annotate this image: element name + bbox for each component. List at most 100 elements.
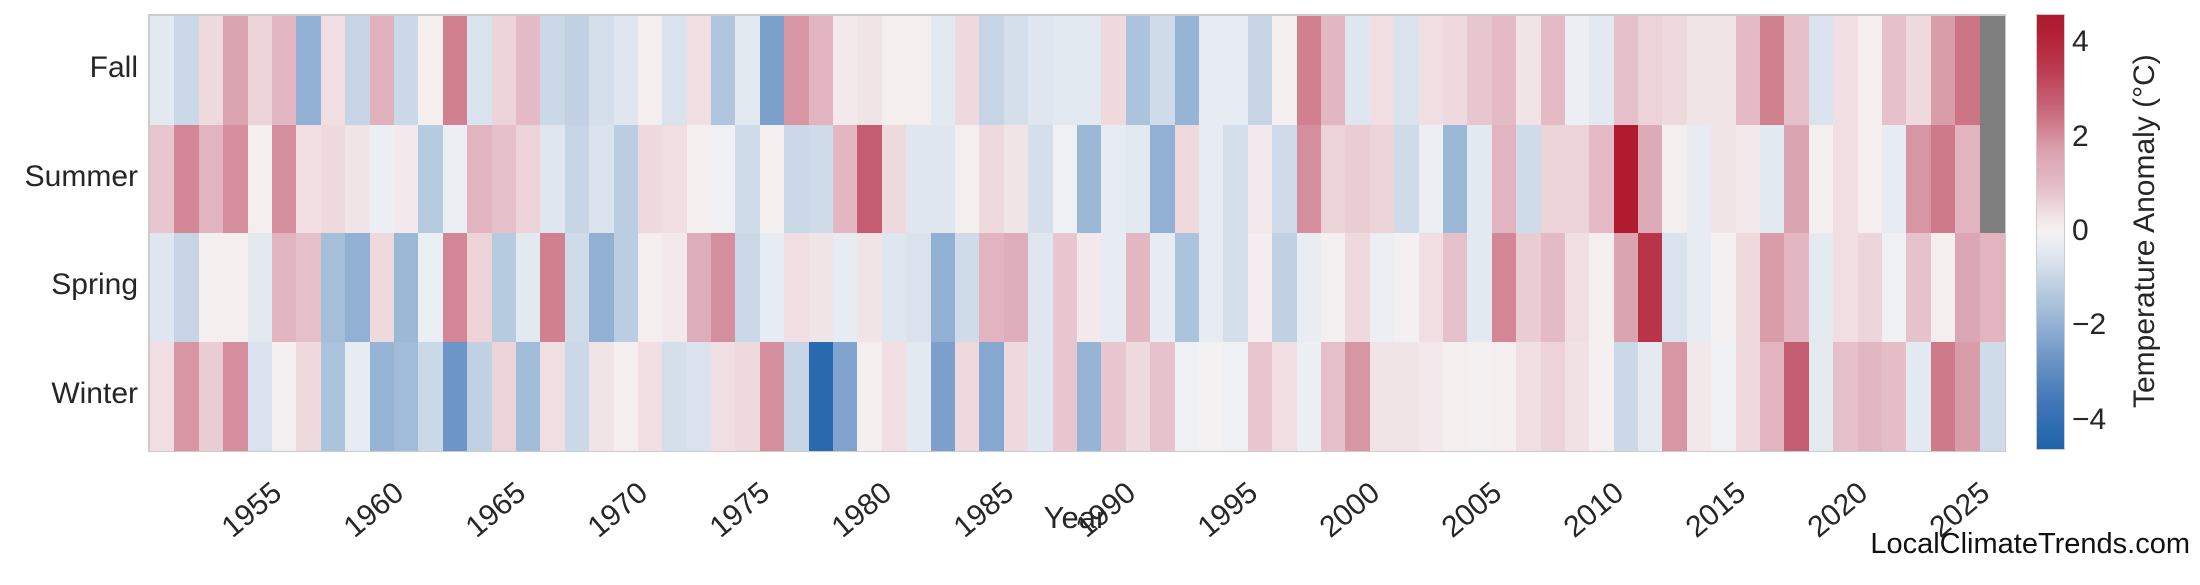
heatmap-cell [174, 16, 200, 126]
colorbar-tick-label: 4 [2072, 25, 2089, 59]
heatmap-cell [564, 341, 590, 451]
heatmap-cell [662, 341, 688, 451]
heatmap-cell [1955, 233, 1981, 343]
heatmap-cell [198, 16, 224, 126]
heatmap-cell [955, 16, 980, 126]
heatmap-cell [1467, 124, 1493, 234]
heatmap-cell [1077, 124, 1102, 234]
heatmap-cell [1564, 233, 1590, 343]
heatmap-cell [686, 124, 712, 234]
heatmap-cell [515, 341, 541, 451]
heatmap-cell [223, 124, 249, 234]
heatmap-cell [1979, 233, 2005, 343]
heatmap-cell [1198, 124, 1224, 234]
heatmap-cell [1930, 233, 1956, 343]
heatmap-cell [1101, 233, 1127, 343]
heatmap-cell [979, 16, 1005, 126]
heatmap-cell [1638, 341, 1664, 451]
heatmap-cell [247, 124, 273, 234]
heatmap-cell [979, 341, 1005, 451]
heatmap-cell [320, 16, 346, 126]
heatmap-cell [1784, 233, 1810, 343]
heatmap-cell [833, 233, 859, 343]
heatmap-cell [1272, 341, 1298, 451]
heatmap-cell [1003, 124, 1029, 234]
heatmap-cell [1686, 341, 1712, 451]
heatmap-cell [296, 124, 322, 234]
heatmap-cell [1345, 124, 1371, 234]
heatmap-cell [1516, 341, 1542, 451]
heatmap-cells [150, 16, 2005, 451]
heatmap-cell [1784, 124, 1810, 234]
heatmap-cell [442, 233, 468, 343]
heatmap-cell [1003, 233, 1029, 343]
year-tick-label: 2015 [1679, 475, 1753, 545]
heatmap-cell [930, 233, 956, 343]
heatmap-cell [345, 233, 371, 343]
heatmap-cell [174, 341, 200, 451]
heatmap-cell [906, 16, 932, 126]
heatmap-cell [833, 341, 859, 451]
heatmap-cell [491, 233, 517, 343]
heatmap-cell [759, 124, 785, 234]
heatmap-cell [930, 16, 956, 126]
heatmap-cell [345, 16, 371, 126]
heatmap-cell [393, 233, 419, 343]
heatmap-cell [1955, 124, 1981, 234]
season-label: Summer [24, 159, 138, 193]
heatmap-cell [174, 233, 200, 343]
heatmap-cell [564, 124, 590, 234]
season-label: Fall [89, 51, 138, 85]
heatmap-cell [393, 16, 419, 126]
heatmap-cell [857, 233, 883, 343]
heatmap-cell [223, 233, 249, 343]
heatmap-cell [1101, 16, 1127, 126]
heatmap-cell [1686, 124, 1712, 234]
year-tick-label: 1965 [460, 475, 533, 545]
heatmap-cell [1540, 16, 1566, 126]
heatmap-cell [1418, 233, 1444, 343]
heatmap-cell [1369, 341, 1395, 451]
heatmap-cell [637, 124, 663, 234]
heatmap-cell [247, 16, 273, 126]
heatmap-cell [808, 341, 834, 451]
heatmap-cell [1711, 341, 1737, 451]
heatmap-cell [1735, 124, 1761, 234]
heatmap-cell [491, 124, 517, 234]
heatmap-cell [1223, 233, 1249, 343]
heatmap-cell [686, 16, 712, 126]
x-axis-title: Year [1043, 500, 1107, 535]
heatmap-cell [1247, 124, 1273, 234]
heatmap-cell [1052, 233, 1078, 343]
heatmap-cell [711, 233, 737, 343]
heatmap-cell [1735, 16, 1761, 126]
year-tick-label: 1980 [825, 475, 899, 545]
heatmap-cell [1174, 124, 1200, 234]
heatmap-cell [1077, 341, 1102, 451]
heatmap-cell [1808, 341, 1834, 451]
heatmap-cell [1418, 341, 1444, 451]
heatmap-cell [467, 124, 493, 234]
heatmap-cell [1247, 233, 1273, 343]
heatmap-cell [1613, 16, 1639, 126]
heatmap-cell [1784, 341, 1810, 451]
heatmap-cell [589, 16, 615, 126]
heatmap-cell [418, 341, 444, 451]
year-tick-label: 1955 [216, 475, 289, 545]
heatmap-cell [1613, 341, 1639, 451]
heatmap-cell [1394, 341, 1420, 451]
heatmap-cell [662, 16, 688, 126]
heatmap-cell [1808, 233, 1834, 343]
heatmap-cell [150, 124, 175, 234]
heatmap-cell [1442, 341, 1468, 451]
heatmap-cell [247, 341, 273, 451]
heatmap-cell [369, 16, 395, 126]
heatmap-cell [637, 16, 663, 126]
heatmap-cell [1247, 341, 1273, 451]
heatmap-cell [1442, 16, 1468, 126]
heatmap-cell [442, 341, 468, 451]
heatmap-cell [1857, 341, 1883, 451]
heatmap-cell [1003, 341, 1029, 451]
heatmap-cell [1125, 124, 1151, 234]
heatmap-cell [881, 233, 907, 343]
